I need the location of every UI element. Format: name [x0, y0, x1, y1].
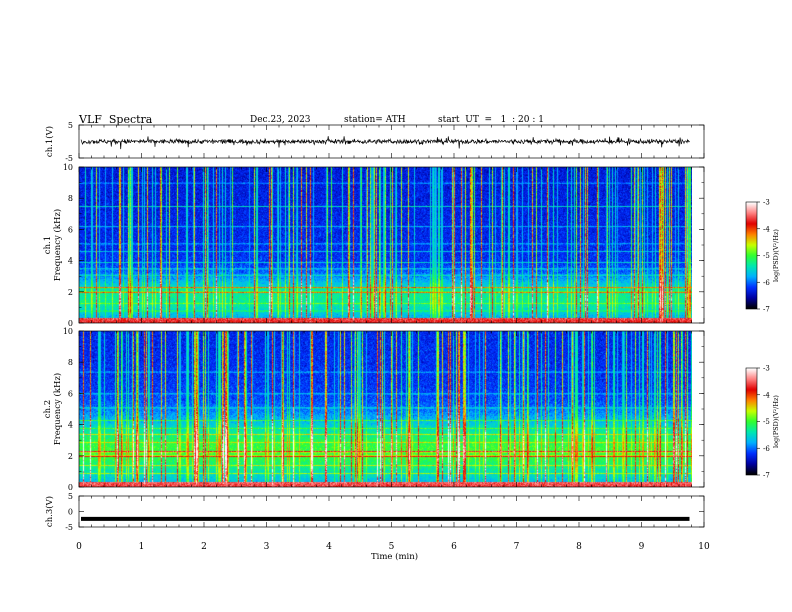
colorbar-tick-label: -4: [763, 391, 770, 399]
colorbar-tick-label: -5: [763, 252, 770, 260]
y-axis-label: ch.3(V): [44, 496, 55, 527]
colorbar-tick-label: -7: [763, 472, 770, 480]
colorbar-tick-label: -6: [763, 279, 770, 287]
y-tick-label: 0: [68, 508, 73, 517]
waveform-line: [80, 136, 690, 150]
x-tick-label: 1: [139, 542, 145, 552]
y-axis-label: ch.2: [43, 400, 53, 418]
y-axis-label: ch.1: [43, 236, 53, 254]
y-tick-label: 0: [68, 319, 73, 328]
colorbar-tick-label: -3: [763, 199, 770, 207]
y-tick-label: -5: [65, 154, 73, 163]
colorbar-label: log(PSD)(V²/Hz): [772, 229, 780, 282]
colorbar-tick-label: -4: [763, 225, 770, 233]
x-tick-label: 2: [201, 542, 207, 552]
x-tick-label: 4: [326, 542, 332, 552]
y-tick-label: -5: [65, 523, 73, 532]
x-tick-label: 6: [451, 542, 457, 552]
station-label: station= ATH: [344, 115, 406, 125]
date-label: Dec.23, 2023: [250, 115, 311, 125]
y-tick-label: 10: [63, 163, 73, 172]
colorbar-gradient: [746, 202, 757, 309]
start-time-label: start UT = 1 : 20 : 1: [438, 115, 544, 125]
x-axis-label: Time (min): [371, 551, 418, 562]
colorbar-tick-label: -6: [763, 445, 770, 453]
x-tick-label: 3: [264, 542, 270, 552]
spectrogram-image: [79, 167, 692, 323]
y-tick-label: 4: [68, 257, 73, 266]
colorbar-tick-label: -5: [763, 418, 770, 426]
x-tick-label: 10: [698, 542, 710, 552]
y-axis-label: ch.1(V): [44, 126, 55, 157]
y-axis-label: Frequency (kHz): [52, 209, 63, 281]
x-tick-label: 5: [389, 542, 395, 552]
y-tick-label: 10: [63, 327, 73, 336]
y-tick-label: 6: [68, 225, 73, 234]
spectrogram-images: [79, 167, 757, 487]
y-tick-label: 2: [68, 288, 73, 297]
figure-title: VLF Spectra: [79, 113, 153, 126]
y-tick-label: 8: [68, 194, 73, 203]
colorbar-gradient: [746, 368, 757, 475]
colorbar-tick-label: -3: [763, 365, 770, 373]
x-tick-label: 9: [639, 542, 645, 552]
colorbar-tick-label: -7: [763, 306, 770, 314]
y-tick-label: 5: [68, 492, 73, 501]
x-tick-label: 7: [514, 542, 520, 552]
y-tick-label: 6: [68, 389, 73, 398]
x-tick-label: 8: [576, 542, 582, 552]
y-tick-label: 8: [68, 358, 73, 367]
y-tick-label: 4: [68, 421, 73, 430]
y-axis-label: Frequency (kHz): [52, 373, 63, 445]
y-tick-label: 5: [68, 121, 73, 130]
waveform-lines: [80, 136, 690, 521]
axes-frames: [78, 124, 760, 528]
x-tick-label: 0: [76, 542, 82, 552]
spectrogram-image: [79, 331, 692, 487]
colorbar-label: log(PSD)(V²/Hz): [772, 395, 780, 448]
y-tick-label: 0: [68, 483, 73, 492]
y-tick-label: 2: [68, 452, 73, 461]
